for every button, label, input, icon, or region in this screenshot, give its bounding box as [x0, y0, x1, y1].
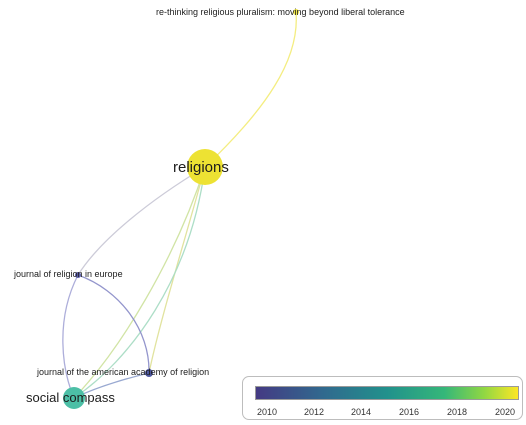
edge-religions-jre — [77, 166, 206, 276]
legend-tick-2012: 2012 — [303, 407, 325, 417]
edge-religions-jaar — [148, 166, 206, 374]
legend-tick-2018: 2018 — [446, 407, 468, 417]
edge-jre-sc — [62, 274, 79, 399]
legend-tick-2014: 2014 — [350, 407, 372, 417]
legend-tick-2010: 2010 — [256, 407, 278, 417]
edge-layer — [62, 11, 297, 399]
legend-color-bar — [255, 386, 519, 400]
legend-tick-2016: 2016 — [398, 407, 420, 417]
node-label-rethinking[interactable]: re-thinking religious pluralism: moving … — [156, 7, 405, 17]
edge-religions-sc — [73, 166, 206, 399]
year-color-legend: 2010 2012 2014 2016 2018 2020 — [242, 376, 523, 420]
node-religions[interactable] — [187, 149, 223, 185]
node-label-journal-of-the-american-academy-of-religion[interactable]: journal of the american academy of relig… — [37, 367, 210, 377]
node-jre[interactable] — [75, 272, 81, 278]
node-label-religions[interactable]: religions — [173, 159, 229, 176]
edge-jre-jaar — [77, 274, 150, 374]
edge-religions-sc — [73, 166, 206, 399]
node-rethinking[interactable] — [293, 9, 299, 15]
node-sc[interactable] — [63, 387, 85, 409]
node-label-journal-of-religion-in-europe[interactable]: journal of religion in europe — [14, 269, 123, 279]
node-jaar[interactable] — [145, 369, 153, 377]
node-label-social-compass[interactable]: social compass — [26, 390, 115, 405]
node-layer — [63, 9, 299, 409]
edge-religions-rethinking — [204, 11, 297, 168]
legend-tick-2020: 2020 — [494, 407, 516, 417]
